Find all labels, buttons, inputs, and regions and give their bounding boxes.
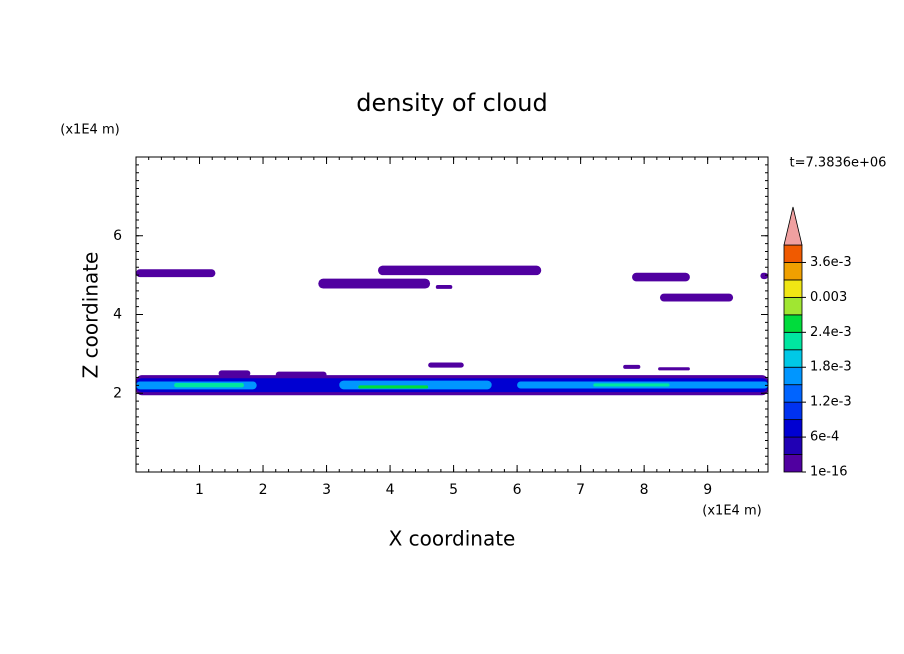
cloud-patch [760, 272, 768, 280]
colorbar-tick-label: 6e-4 [810, 430, 839, 445]
cloud-patch [632, 272, 690, 282]
x-tick-label: 7 [576, 482, 585, 498]
colorbar-tick-label: 1e-16 [810, 465, 848, 480]
cloud-patch [318, 278, 431, 289]
colorbar-segment [783, 262, 803, 281]
cloud-patch [378, 265, 542, 276]
colorbar-tick-label: 0.003 [810, 290, 847, 305]
chart-title: density of cloud [356, 89, 547, 117]
colorbar-tick-label: 1.8e-3 [810, 360, 852, 375]
x-unit: (x1E4 m) [702, 504, 761, 519]
cloud-patch [136, 269, 216, 278]
colorbar-segment [783, 366, 803, 386]
x-axis-title: X coordinate [389, 527, 516, 551]
y-unit: (x1E4 m) [60, 123, 119, 138]
cloud-patch [435, 284, 453, 289]
colorbar-segment [783, 349, 803, 368]
plot-frame [135, 156, 769, 473]
x-tick-label: 3 [322, 482, 331, 498]
cloud-patch [660, 293, 734, 302]
y-tick-label: 2 [113, 385, 122, 401]
colorbar-segment [783, 384, 803, 403]
cloud-patch [623, 364, 641, 369]
y-tick-label: 4 [113, 307, 122, 323]
colorbar-segment [783, 244, 803, 263]
cloud-patch [174, 383, 244, 388]
x-tick-label: 6 [513, 482, 522, 498]
cloud-patch [428, 362, 464, 368]
y-tick-label: 6 [113, 228, 122, 244]
colorbar-segment [783, 279, 803, 298]
cloud-patch [593, 383, 670, 387]
colorbar-extend [783, 206, 803, 246]
colorbar-segment [783, 401, 803, 421]
x-tick-label: 8 [640, 482, 649, 498]
y-axis-title: Z coordinate [79, 252, 103, 379]
colorbar-tick-label: 1.2e-3 [810, 395, 852, 410]
x-tick-label: 4 [386, 482, 395, 498]
x-tick-label: 2 [259, 482, 268, 498]
cloud-patch [658, 367, 690, 371]
cloud-patch [358, 385, 429, 389]
time-label: t=7.3836e+06 [790, 156, 887, 171]
cloud-patch [218, 370, 251, 377]
colorbar-tick-label: 3.6e-3 [810, 255, 852, 270]
colorbar-segment [783, 331, 803, 351]
colorbar-segment [783, 296, 803, 316]
colorbar-segment [783, 314, 803, 333]
colorbar-tick-label: 2.4e-3 [810, 325, 852, 340]
colorbar-segment [783, 436, 803, 455]
x-tick-label: 5 [449, 482, 458, 498]
x-tick-label: 9 [703, 482, 712, 498]
colorbar-segment [783, 454, 803, 473]
colorbar-segment [783, 419, 803, 438]
x-tick-label: 1 [195, 482, 204, 498]
